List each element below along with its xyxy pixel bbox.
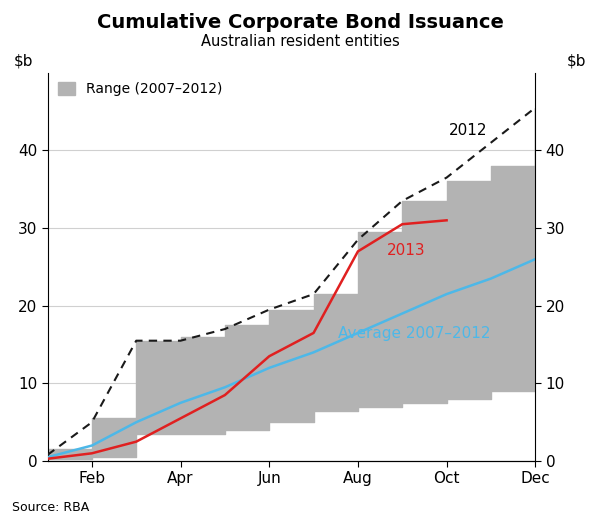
Text: Cumulative Corporate Bond Issuance: Cumulative Corporate Bond Issuance xyxy=(97,13,503,32)
Legend: Range (2007–2012): Range (2007–2012) xyxy=(52,77,227,102)
Text: Source: RBA: Source: RBA xyxy=(12,501,89,514)
Text: $b: $b xyxy=(13,54,33,69)
Text: Australian resident entities: Australian resident entities xyxy=(200,34,400,49)
Text: $b: $b xyxy=(567,54,586,69)
Text: 2013: 2013 xyxy=(387,244,425,258)
Text: 2012: 2012 xyxy=(449,123,487,138)
Text: Average 2007–2012: Average 2007–2012 xyxy=(338,326,490,341)
